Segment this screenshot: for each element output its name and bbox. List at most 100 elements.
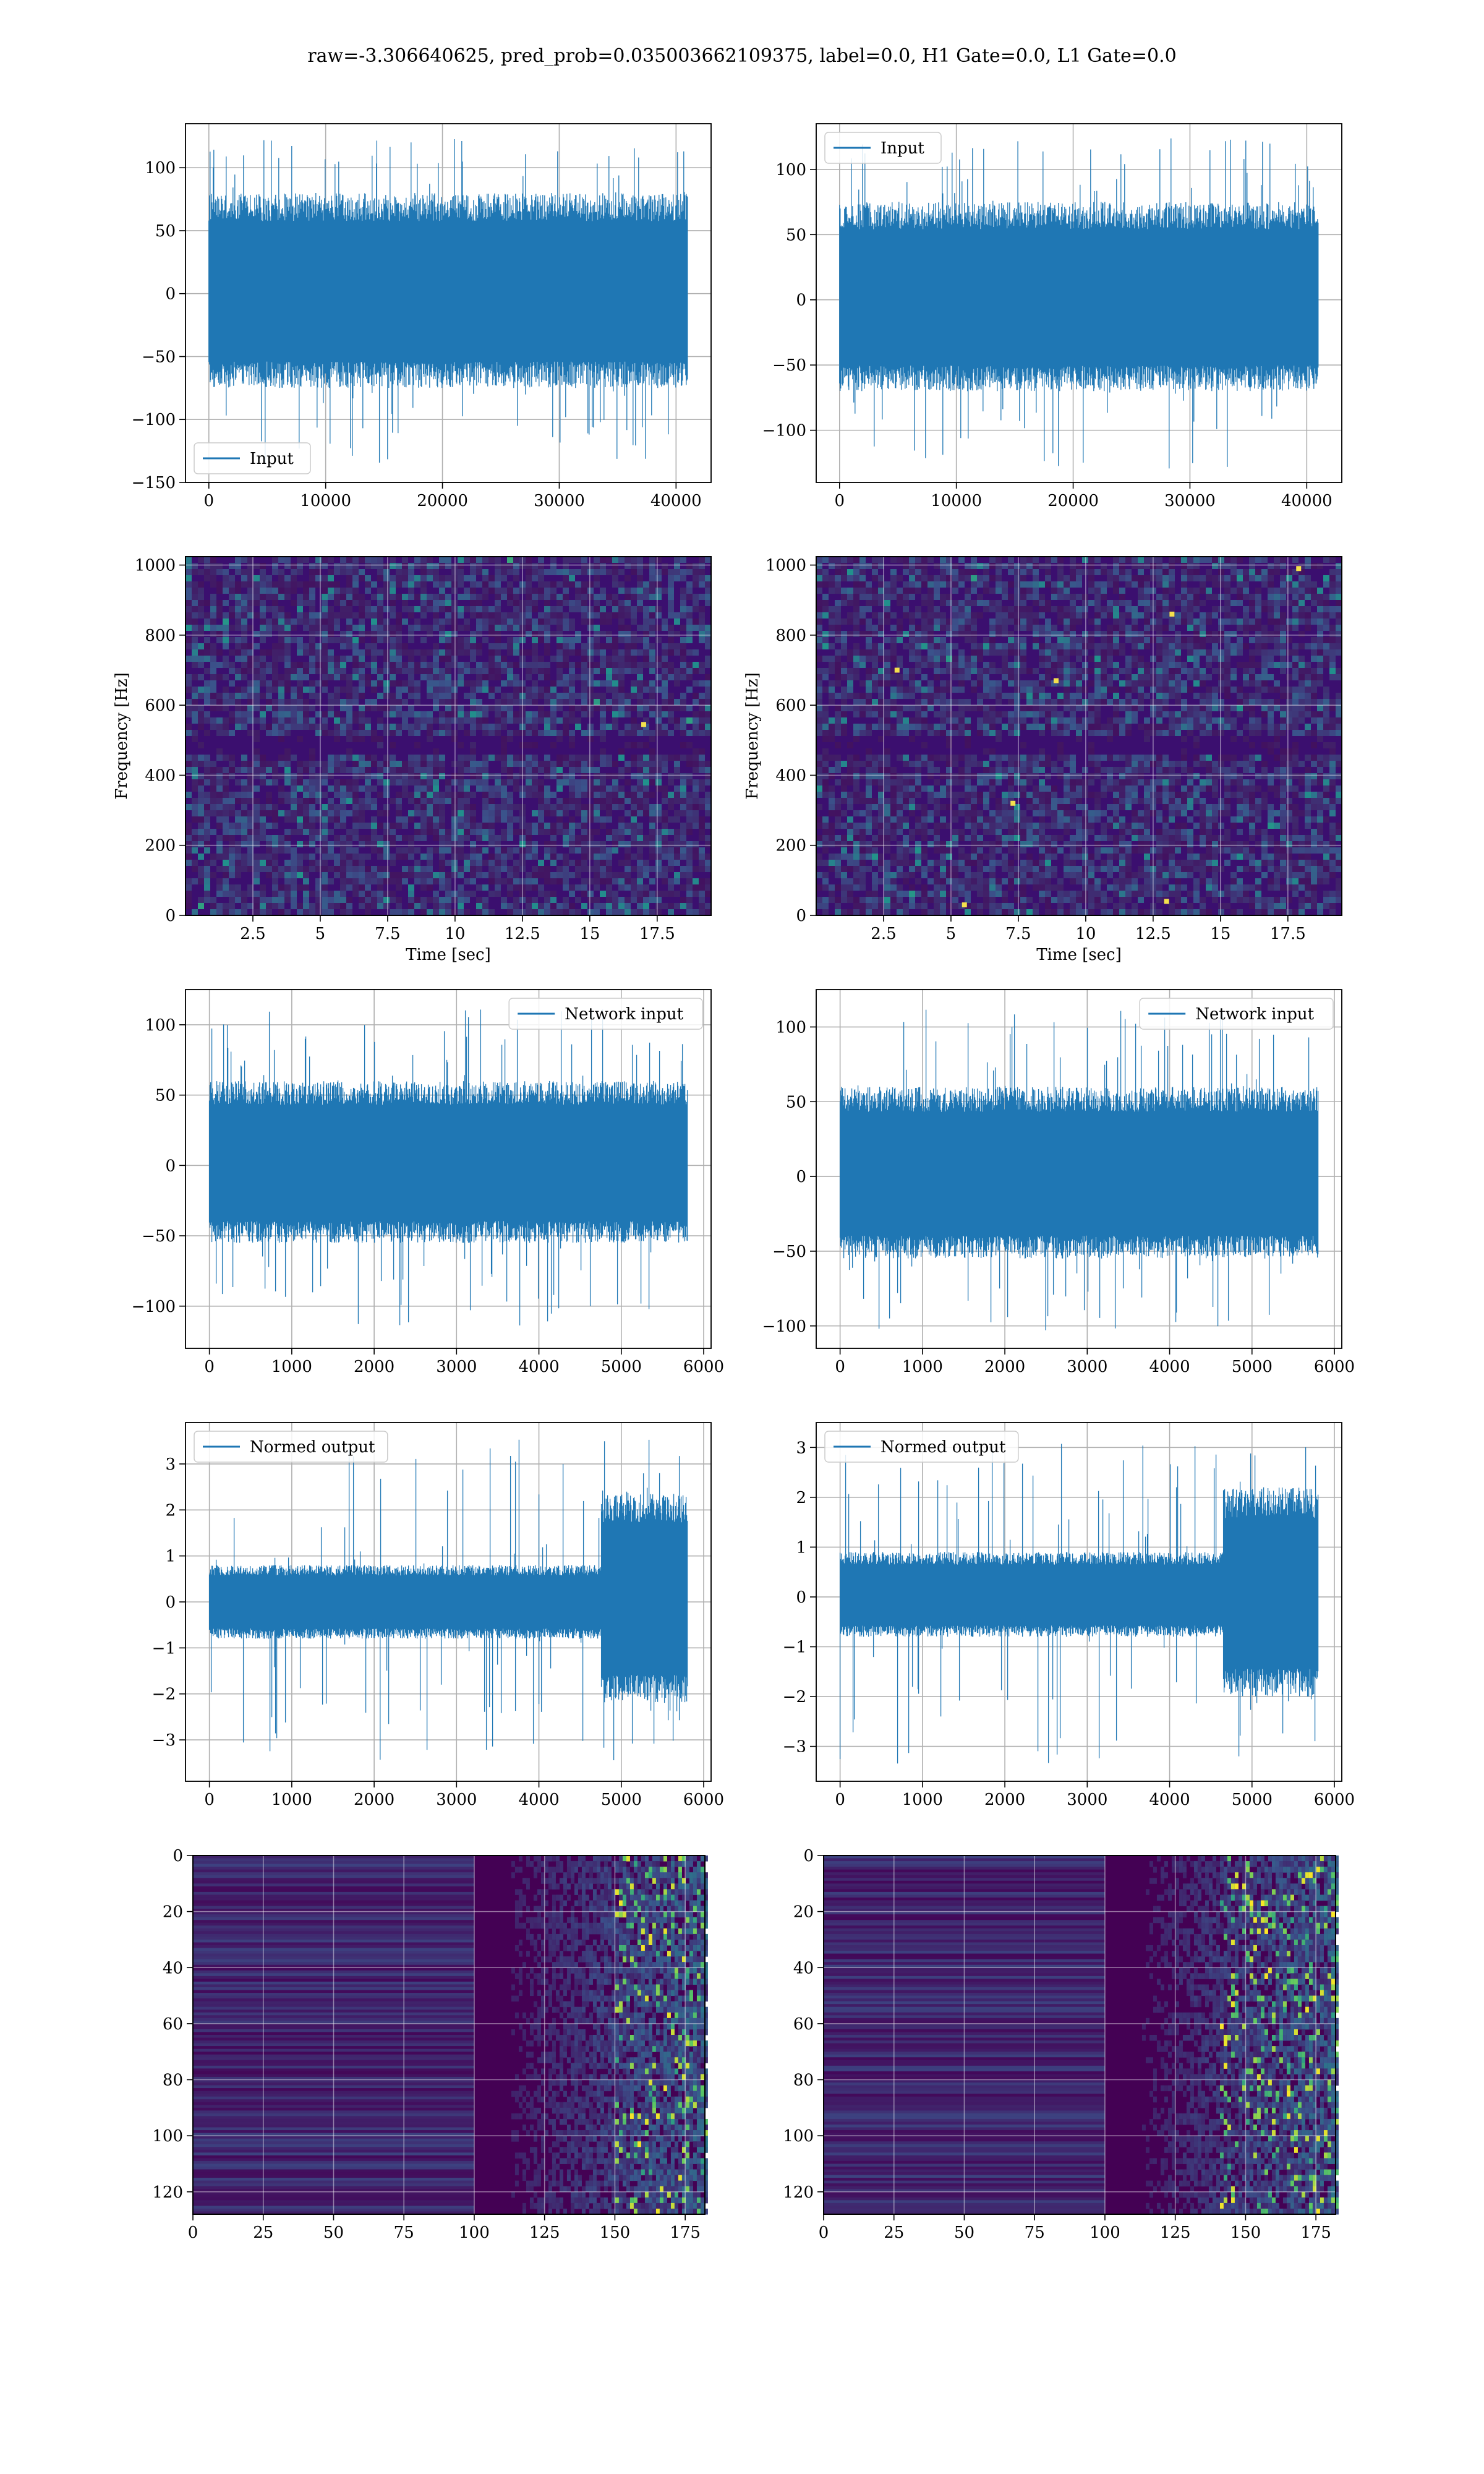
spectrogram-cell — [458, 662, 464, 668]
spectrogram-cell — [210, 829, 216, 835]
spectrogram-cell — [266, 668, 272, 674]
spectrogram-cell — [254, 748, 260, 755]
spectrogram-cell — [631, 823, 637, 829]
spectrogram-cell — [1274, 557, 1280, 563]
spectrogram-cell — [445, 785, 451, 792]
spectrogram-cell — [1045, 557, 1051, 563]
spectrogram-cell — [934, 563, 940, 569]
spectrogram-cell — [569, 693, 575, 699]
spectrogram-cell — [278, 792, 284, 798]
spectrogram-cell — [445, 656, 451, 662]
spectrogram-cell — [414, 878, 420, 884]
spectrogram-cell — [1101, 612, 1107, 618]
spectrogram-cell — [1125, 668, 1132, 674]
spectrogram-cell — [315, 878, 322, 884]
spectrogram-cell — [550, 569, 556, 575]
spectrogram-cell — [235, 792, 241, 798]
spectrogram-cell — [266, 693, 272, 699]
spectrogram-cell — [1020, 600, 1026, 606]
spectrogram-cell — [1057, 594, 1064, 600]
spectrogram-cell — [1224, 557, 1230, 563]
spectrogram-cell — [835, 618, 841, 625]
spectrogram-cell — [637, 588, 643, 594]
spectrogram-cell — [1212, 656, 1218, 662]
spectrogram-cell — [297, 606, 303, 612]
spectrogram-cell — [402, 643, 408, 649]
figure-suptitle: raw=-3.306640625, pred_prob=0.0350036621… — [307, 45, 1176, 67]
spectrogram-cell — [291, 575, 297, 581]
spectrogram-cell — [396, 835, 402, 841]
spectrogram-cell — [235, 798, 241, 804]
spectrogram-cell — [1329, 557, 1336, 563]
spectrogram-cell — [1162, 606, 1169, 612]
spectrogram-cell — [581, 860, 587, 866]
spectrogram-cell — [829, 662, 835, 668]
spectrogram-cell — [458, 637, 464, 643]
spectrogram-cell — [594, 594, 600, 600]
spectrogram-cell — [229, 866, 235, 872]
spectrogram-cell — [297, 909, 303, 915]
spectrogram-cell — [433, 662, 439, 668]
spectrogram-cell — [383, 563, 390, 569]
spectrogram-cell — [198, 588, 204, 594]
spectrogram-cell — [451, 823, 458, 829]
spectrogram-cell — [575, 866, 581, 872]
spectrogram-cell — [439, 656, 445, 662]
spectrogram-cell — [371, 631, 377, 637]
spectrogram-cell — [210, 767, 216, 773]
spectrogram-cell — [297, 841, 303, 847]
spectrogram-cell — [1187, 563, 1193, 569]
spectrogram-cell — [600, 705, 606, 711]
spectrogram-cell — [476, 569, 482, 575]
spectrogram-cell — [668, 755, 674, 761]
spectrogram-cell — [322, 662, 328, 668]
spectrogram-cell — [1051, 557, 1057, 563]
spectrogram-cell — [488, 804, 495, 810]
spectrogram-cell — [433, 563, 439, 569]
spectrogram-cell — [291, 884, 297, 891]
spectrogram-cell — [1249, 563, 1255, 569]
spectrogram-cell — [371, 804, 377, 810]
spectrogram-cell — [631, 662, 637, 668]
spectrogram-cell — [229, 761, 235, 767]
spectrogram-cell — [322, 717, 328, 724]
spectrogram-cell — [668, 705, 674, 711]
spectrogram-cell — [705, 717, 711, 724]
spectrogram-cell — [556, 773, 563, 779]
spectrogram-cell — [618, 773, 625, 779]
spectrogram-cell — [1026, 606, 1033, 612]
spectrogram-cell — [909, 631, 915, 637]
spectrogram-cell — [1125, 606, 1132, 612]
spectrogram-cell — [878, 588, 884, 594]
spectrogram-cell — [587, 693, 594, 699]
spectrogram-cell — [705, 773, 711, 779]
spectrogram-cell — [625, 563, 631, 569]
spectrogram-cell — [210, 903, 216, 909]
spectrogram-cell — [254, 872, 260, 878]
spectrogram-cell — [693, 779, 699, 785]
spectrogram-cell — [1298, 668, 1305, 674]
spectrogram-cell — [439, 884, 445, 891]
spectrogram-cell — [501, 612, 507, 618]
spectrogram-cell — [458, 872, 464, 878]
spectrogram-cell — [1336, 637, 1342, 643]
spectrogram-cell — [470, 569, 476, 575]
spectrogram-cell — [890, 575, 897, 581]
spectrogram-cell — [1113, 575, 1119, 581]
spectrogram-cell — [550, 767, 556, 773]
spectrogram-cell — [1268, 600, 1274, 606]
spectrogram-cell — [940, 594, 946, 600]
spectrogram-cell — [909, 612, 915, 618]
spectrogram-cell — [396, 581, 402, 588]
spectrogram-cell — [278, 866, 284, 872]
spectrogram-cell — [556, 600, 563, 606]
spectrogram-cell — [921, 637, 927, 643]
spectrogram-cell — [1181, 612, 1187, 618]
spectrogram-cell — [1008, 674, 1014, 680]
spectrogram-cell — [612, 557, 618, 563]
spectrogram-cell — [587, 581, 594, 588]
spectrogram-cell — [346, 575, 352, 581]
y-tick-label: −50 — [142, 348, 176, 366]
spectrogram-cell — [464, 866, 470, 872]
spectrogram-cell — [396, 761, 402, 767]
